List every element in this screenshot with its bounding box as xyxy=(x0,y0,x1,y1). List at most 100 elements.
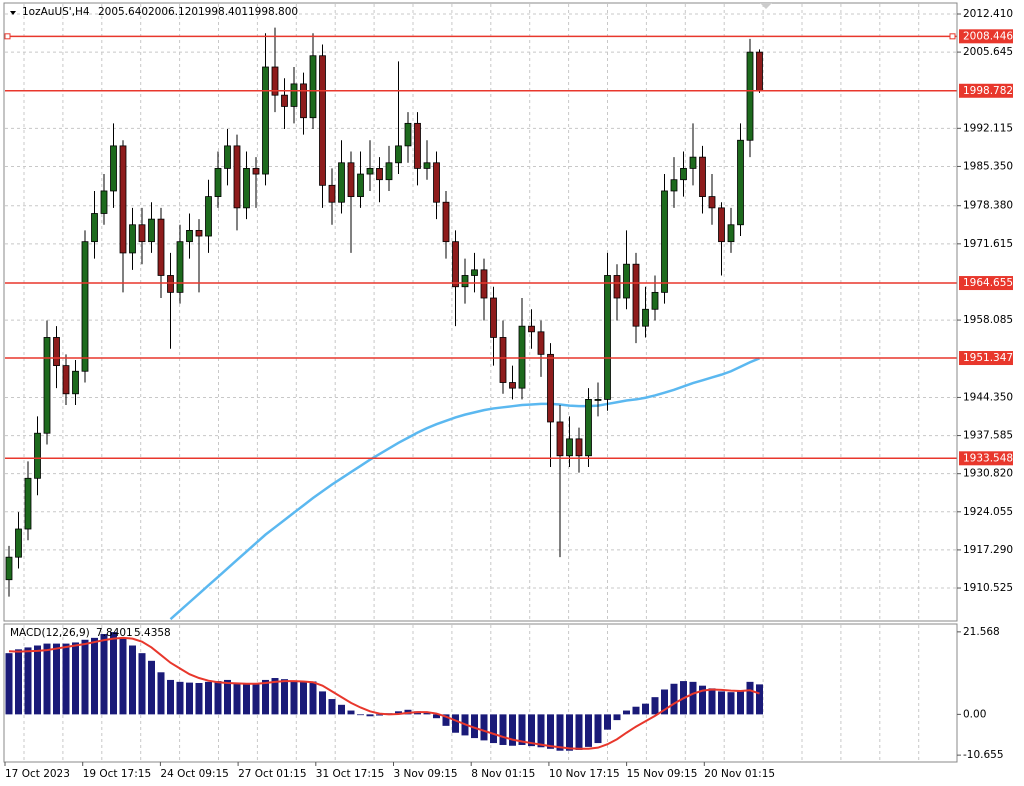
candle-body xyxy=(651,291,659,310)
macd-bar xyxy=(281,679,288,715)
candle-body xyxy=(347,162,355,197)
candle-body xyxy=(490,297,497,338)
macd-signal xyxy=(8,636,760,750)
candle-body xyxy=(670,179,678,192)
macd-bar xyxy=(670,683,678,715)
macd-signal-value: 5.4358 xyxy=(134,627,171,639)
candle-body xyxy=(119,145,127,254)
candle-body xyxy=(319,55,326,186)
macd-bar xyxy=(119,637,127,715)
macd-bar xyxy=(433,714,440,719)
macd-bar xyxy=(100,634,108,715)
moving-average xyxy=(169,357,760,621)
macd-bar xyxy=(490,714,497,744)
candle-body xyxy=(480,269,488,299)
main-frame xyxy=(3,2,958,622)
candle-body xyxy=(518,325,526,389)
candle-body xyxy=(385,162,393,181)
level-label-box xyxy=(959,83,1013,98)
macd-bar xyxy=(623,710,630,715)
macd-bar xyxy=(566,714,573,751)
macd-bar xyxy=(347,710,355,715)
candle-body xyxy=(176,241,184,293)
candle-body xyxy=(224,145,231,169)
candle-body xyxy=(537,331,545,355)
macd-title: MACD(12,26,9) xyxy=(10,627,90,639)
candle-body xyxy=(414,122,421,169)
candle-body xyxy=(233,145,241,209)
candle-body xyxy=(376,168,383,181)
x-tick-label: 31 Oct 17:15 xyxy=(316,768,384,780)
candle-body xyxy=(300,83,307,119)
macd-bar xyxy=(442,714,450,726)
macd-bar xyxy=(518,714,526,745)
candle-body xyxy=(252,168,260,175)
candle-body xyxy=(157,218,165,276)
grid xyxy=(5,4,956,761)
macd-bar xyxy=(81,639,89,715)
macd-bar xyxy=(471,714,478,739)
candle-body xyxy=(737,139,744,226)
x-tick-label: 8 Nov 01:15 xyxy=(471,768,535,780)
macd-bar xyxy=(62,643,70,715)
macd-bar xyxy=(575,714,583,750)
macd-bar xyxy=(214,681,222,715)
macd-bar xyxy=(395,711,402,715)
x-tick-label: 17 Oct 2023 xyxy=(5,768,70,780)
macd-bar xyxy=(176,681,184,715)
macd-bar xyxy=(708,688,716,715)
macd-value: 7.8401 xyxy=(96,627,133,639)
y-tick-label: 2005.645 xyxy=(963,46,1013,58)
candle-body xyxy=(575,438,583,457)
candle-body xyxy=(604,275,611,400)
level-label: 2008.446 xyxy=(963,30,1013,42)
macd-bar xyxy=(499,714,507,745)
candle-body xyxy=(62,365,70,395)
macd-bar xyxy=(157,672,165,715)
candle-body xyxy=(205,196,212,237)
macd-bar xyxy=(537,714,545,748)
macd-bar xyxy=(262,679,269,715)
macd-bar xyxy=(727,692,735,715)
candle-body xyxy=(585,399,592,457)
macd-bar xyxy=(632,706,640,715)
candle-body xyxy=(509,382,516,389)
menu-arrow[interactable] xyxy=(10,11,16,15)
macd-bar xyxy=(746,681,754,715)
candle-body xyxy=(632,263,640,327)
macd-bar xyxy=(243,683,250,715)
macd-bar xyxy=(129,645,136,715)
candle-body xyxy=(547,353,554,423)
macd-bar xyxy=(366,714,374,717)
candle-body xyxy=(81,241,89,372)
x-tick-label: 15 Nov 09:15 xyxy=(627,768,698,780)
candle-body xyxy=(613,275,621,299)
y-tick-label: 1930.820 xyxy=(963,468,1013,480)
candle-body xyxy=(395,145,402,164)
y-tick-label: 0.00 xyxy=(963,708,986,720)
y-tick-label: 1958.085 xyxy=(963,314,1013,326)
x-tick-label: 20 Nov 01:15 xyxy=(704,768,775,780)
candle-body xyxy=(661,190,668,293)
macd-bar xyxy=(756,684,763,715)
macd-bar xyxy=(138,653,146,715)
macd-bar xyxy=(205,681,212,715)
candle-body xyxy=(100,190,108,214)
macd-bar xyxy=(737,690,744,715)
macd-bar xyxy=(186,682,193,715)
candle-body xyxy=(5,556,13,581)
macd-bar xyxy=(699,685,706,715)
macd-bar xyxy=(309,681,317,715)
candle-body xyxy=(309,55,317,119)
candle-body xyxy=(290,83,298,107)
macd-bar xyxy=(224,679,231,715)
candle-body xyxy=(53,337,60,367)
level-label-box xyxy=(959,451,1013,466)
macd-bar xyxy=(423,712,431,715)
y-tick-label: 1937.585 xyxy=(963,430,1013,442)
candle-body xyxy=(471,269,478,276)
macd-bar xyxy=(357,714,364,716)
candle-body xyxy=(528,325,535,333)
x-tick-label: 3 Nov 09:15 xyxy=(394,768,458,780)
